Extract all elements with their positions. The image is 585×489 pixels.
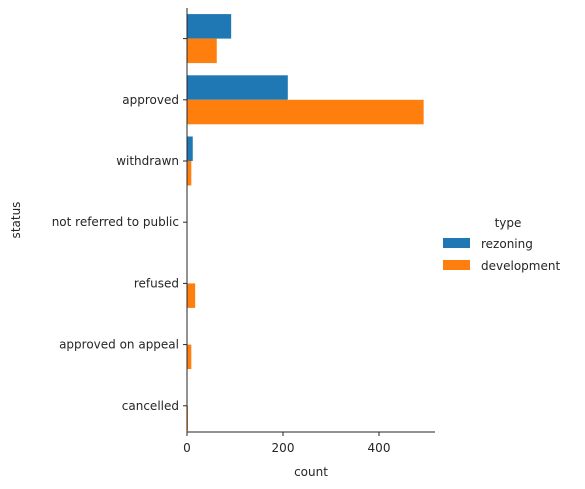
bar-development-5 — [187, 344, 192, 370]
y-tick-label-6: cancelled — [122, 399, 179, 413]
legend-swatch-rezoning — [443, 238, 470, 248]
bar-rezoning-0 — [187, 14, 232, 39]
legend: type rezoning development — [443, 216, 560, 273]
y-axis-ticks: approved withdrawn not referred to public r… — [52, 38, 187, 413]
y-tick-label-4: refused — [134, 276, 179, 290]
y-axis-title: status — [9, 202, 23, 239]
x-axis-title: count — [294, 465, 328, 479]
bars-group — [187, 14, 424, 431]
bar-development-1 — [187, 99, 424, 125]
y-tick-label-2: withdrawn — [116, 154, 179, 168]
x-axis-ticks: 0 200 400 — [183, 432, 390, 455]
bar-rezoning-1 — [187, 75, 288, 100]
legend-swatch-development — [443, 260, 470, 270]
y-tick-label-1: approved — [122, 93, 179, 107]
bar-development-2 — [187, 161, 192, 186]
x-tick-label-1: 200 — [272, 441, 295, 455]
x-tick-label-2: 400 — [368, 441, 391, 455]
bar-development-0 — [187, 38, 217, 64]
y-tick-label-3: not referred to public — [52, 215, 179, 229]
legend-title: type — [495, 216, 522, 230]
legend-label-development: development — [481, 259, 560, 273]
bar-development-4 — [187, 283, 196, 308]
bar-rezoning-2 — [187, 136, 193, 161]
x-tick-label-0: 0 — [183, 441, 191, 455]
y-tick-label-5: approved on appeal — [59, 338, 179, 352]
legend-label-rezoning: rezoning — [481, 237, 533, 251]
